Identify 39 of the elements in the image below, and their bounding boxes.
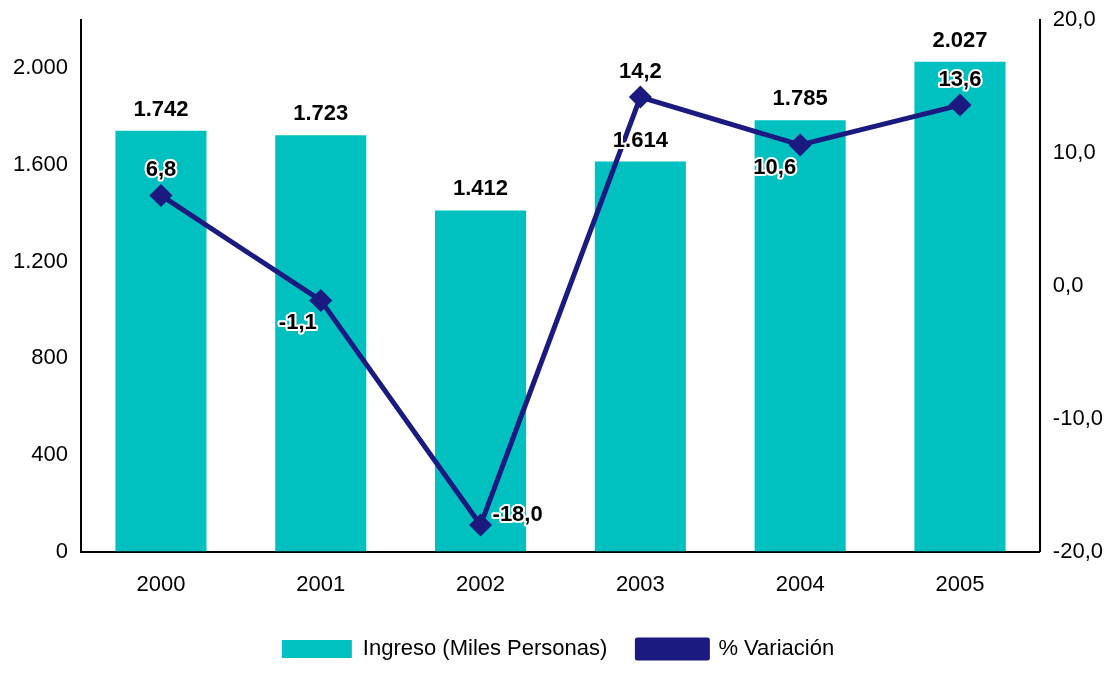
x-tick-label: 2005: [935, 570, 985, 596]
y2-tick-label: -20,0: [1052, 537, 1104, 563]
point: [789, 134, 811, 156]
y-tick-label: 0: [55, 537, 69, 563]
legend-label: % Variación: [718, 635, 835, 661]
y2-tick-label: 20,0: [1052, 6, 1096, 32]
data-label: 1.742: [133, 95, 189, 121]
x-tick-label: 2004: [775, 570, 825, 596]
y-tick-label: 400: [31, 441, 69, 467]
point: [310, 289, 332, 311]
point: [949, 94, 971, 116]
bar: [754, 120, 846, 552]
y-tick-label: 1.600: [12, 151, 69, 177]
y-tick-label: 2.000: [12, 54, 69, 80]
data-label: 14,2: [618, 58, 662, 84]
bar: [914, 61, 1006, 552]
x-tick-label: 2002: [456, 570, 506, 596]
data-label: 6,8: [145, 156, 177, 182]
data-label: -1,1: [278, 309, 317, 335]
x-tick-label: 2001: [296, 570, 346, 596]
y-tick-label: 1.200: [12, 247, 69, 273]
x-tick-label: 2000: [136, 570, 186, 596]
legend-label: Ingreso (Miles Personas): [362, 635, 608, 661]
data-label: 13,6: [938, 66, 982, 92]
data-label: 1.723: [293, 100, 349, 126]
y2-tick-label: 10,0: [1052, 138, 1096, 164]
point: [470, 514, 492, 536]
y2-tick-label: -10,0: [1052, 404, 1104, 430]
data-label: 1.412: [453, 175, 509, 201]
y2-tick-label: 0,0: [1052, 271, 1084, 297]
data-label: 1.785: [772, 85, 828, 111]
point: [629, 86, 651, 108]
y-tick-label: 800: [31, 344, 69, 370]
bar: [594, 161, 686, 552]
data-label: 2.027: [932, 26, 988, 52]
x-tick-label: 2003: [615, 570, 665, 596]
bar: [115, 130, 207, 552]
bar: [275, 135, 367, 552]
point: [150, 184, 172, 206]
